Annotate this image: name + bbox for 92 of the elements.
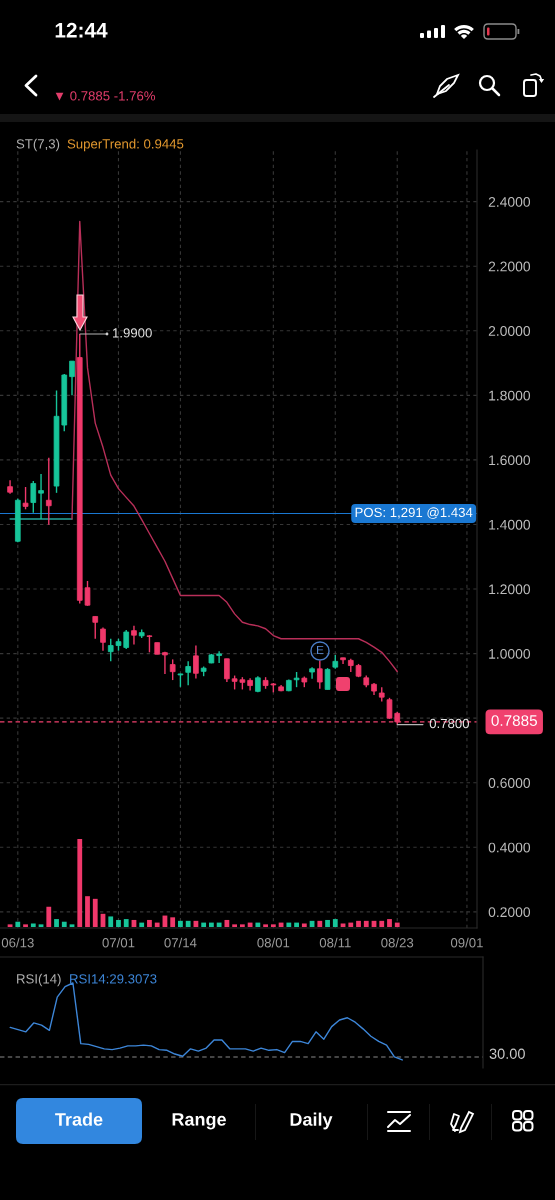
x-tick-label: 07/14 (164, 937, 197, 948)
bar (340, 923, 346, 927)
y-tick-label: 2.4000 (488, 196, 531, 207)
bar (379, 920, 385, 927)
text: Range (172, 1113, 226, 1130)
bar (239, 924, 245, 927)
y-tick-label: 1.0000 (489, 648, 531, 659)
y-tick-label: 0.6000 (488, 778, 531, 788)
bar (286, 922, 292, 927)
bar (15, 921, 21, 927)
candlestick (193, 644, 199, 680)
ref-line-label: 0.7885 (491, 715, 537, 726)
bar (38, 924, 44, 927)
x-tick-label: 08/01 (257, 937, 290, 948)
bar (301, 923, 307, 927)
y-tick-label: 1.2000 (489, 584, 531, 595)
bar (123, 919, 129, 927)
bar (154, 922, 160, 927)
bar (294, 922, 299, 927)
bar (7, 924, 13, 927)
annotation: RSI(14) (17, 973, 61, 987)
text: 30.00 (489, 1048, 525, 1059)
candlestick (100, 626, 106, 652)
bar (363, 920, 369, 927)
bar (185, 920, 191, 927)
annotation: 1.9900 (113, 328, 152, 338)
x-tick-label: 08/11 (319, 937, 351, 948)
bar (30, 923, 36, 927)
bar (209, 922, 214, 927)
bar (317, 920, 323, 927)
x-tick-label: 09/01 (450, 937, 483, 948)
text: Trade (55, 1112, 103, 1126)
y-tick-label: 1.4000 (489, 519, 531, 530)
x-tick-label: 06/13 (1, 937, 34, 948)
text: Daily (290, 1112, 333, 1130)
candlestick (38, 473, 44, 520)
bar (92, 898, 98, 927)
bar (170, 917, 176, 927)
candlestick (22, 486, 29, 510)
bar (387, 919, 392, 927)
x-tick-label: 08/23 (381, 937, 414, 948)
bar (224, 919, 230, 927)
bar (263, 924, 268, 927)
bar (270, 924, 276, 927)
y-tick-label: 0.4000 (488, 842, 531, 853)
y-tick-label: 2.2000 (488, 261, 531, 272)
bar (216, 922, 222, 927)
y-tick-label: 1.8000 (489, 390, 531, 401)
bar (23, 924, 28, 927)
bar (54, 919, 59, 927)
text: ▼ 0.7885 -1.76% (55, 91, 156, 101)
candlestick (185, 660, 191, 686)
bar (108, 916, 114, 927)
ref-line-label: POS: 1,291 @1.434 (355, 507, 473, 519)
y-tick-label: 2.0000 (488, 326, 531, 336)
candlestick (69, 360, 75, 397)
candlestick (224, 658, 230, 683)
bar (178, 920, 183, 927)
bar (85, 896, 90, 927)
bar (255, 922, 261, 927)
candlestick (324, 667, 331, 691)
candlestick (30, 480, 37, 514)
bar (247, 922, 253, 927)
bar (348, 922, 354, 927)
bar (69, 924, 75, 927)
annotation: E (317, 645, 324, 655)
candlestick (92, 615, 99, 640)
bar (147, 919, 152, 927)
bar (394, 922, 400, 927)
bar (46, 906, 52, 927)
candlestick (316, 659, 323, 690)
bar (61, 921, 67, 927)
bar (332, 919, 338, 927)
bar (325, 919, 330, 927)
bar (116, 919, 121, 927)
annotation: RSI14:29.3073 (70, 974, 157, 984)
text: 12:44 (55, 22, 108, 38)
bar (201, 922, 207, 927)
y-tick-label: 1.6000 (489, 455, 531, 466)
candlestick (216, 650, 222, 664)
bar (356, 920, 361, 927)
x-tick-label: 07/01 (102, 937, 135, 948)
bar (77, 839, 83, 927)
annotation: SuperTrend: 0.9445 (67, 138, 184, 152)
candlestick (131, 625, 137, 646)
candlestick (45, 456, 52, 526)
candlestick (169, 658, 176, 681)
annotation: ST(7,3) (16, 138, 60, 152)
annotation: 0.7800 (429, 718, 470, 729)
bar (232, 924, 238, 927)
y-tick-label: 0.2000 (488, 907, 531, 918)
bar (139, 922, 145, 927)
